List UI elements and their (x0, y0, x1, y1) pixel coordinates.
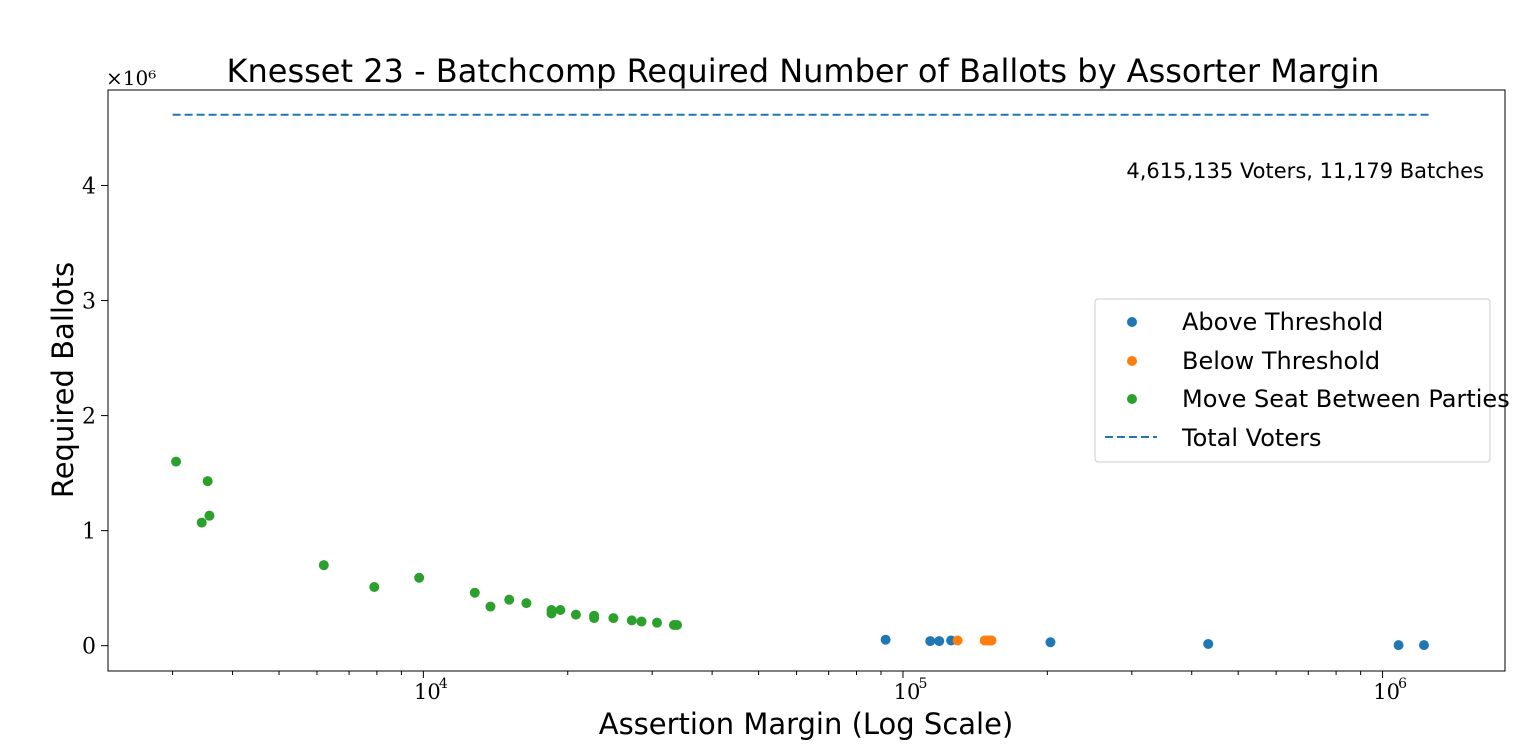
total-voters-annotation: 4,615,135 Voters, 11,179 Batches (1126, 159, 1484, 183)
x-axis-label: Assertion Margin (Log Scale) (599, 707, 1014, 741)
x-tick-label: 10 (894, 680, 921, 704)
point-move-seat-7 (469, 587, 480, 598)
point-move-seat-22 (672, 619, 683, 630)
x-tick-label: 10 (1373, 680, 1400, 704)
y-tick-label: 3 (82, 290, 96, 315)
point-move-seat-2 (202, 476, 213, 487)
point-move-seat-3 (204, 510, 215, 521)
y-tick-label: 0 (82, 635, 96, 660)
y-multiplier-label: ×10⁶ (106, 66, 156, 90)
legend: Above Threshold Below Threshold Move Sea… (1094, 298, 1510, 463)
y-tick-label: 4 (82, 174, 96, 199)
point-move-seat-18 (626, 615, 637, 626)
chart-title: Knesset 23 - Batchcomp Required Number o… (226, 52, 1379, 90)
point-move-seat-16 (589, 613, 600, 624)
data-points (171, 456, 1429, 651)
point-above-threshold-4 (1045, 637, 1056, 648)
point-move-seat-13 (555, 605, 566, 616)
y-tick-label: 1 (82, 520, 96, 545)
x-tick-exponent: 4 (439, 676, 448, 692)
point-move-seat-1 (196, 517, 207, 528)
point-move-seat-0 (171, 456, 182, 467)
legend-marker-move-seat (1127, 394, 1137, 404)
y-axis-ticks: 0 1 2 3 4 (82, 174, 108, 660)
x-tick-exponent: 6 (1398, 676, 1407, 692)
point-above-threshold-1 (925, 636, 936, 647)
x-tick-label: 10 (414, 680, 441, 704)
point-above-threshold-7 (1418, 640, 1429, 651)
legend-label-move-seat: Move Seat Between Parties (1182, 385, 1510, 413)
point-move-seat-10 (521, 598, 532, 609)
point-move-seat-20 (652, 617, 663, 628)
point-above-threshold-6 (1393, 640, 1404, 651)
point-below-threshold-0 (952, 635, 963, 646)
point-move-seat-8 (485, 601, 496, 612)
x-tick-exponent: 5 (919, 676, 928, 692)
point-move-seat-5 (369, 582, 380, 593)
point-move-seat-9 (504, 594, 515, 605)
point-below-threshold-5 (986, 635, 997, 646)
y-axis-label: Required Ballots (46, 262, 80, 498)
y-tick-label: 2 (82, 405, 96, 430)
legend-label-below-threshold: Below Threshold (1182, 347, 1380, 375)
legend-label-above-threshold: Above Threshold (1182, 308, 1383, 336)
point-above-threshold-2 (934, 636, 945, 647)
legend-box (1094, 298, 1491, 463)
point-move-seat-12 (546, 608, 557, 619)
x-axis-ticks: 104 105 106 (172, 671, 1407, 704)
point-move-seat-17 (608, 613, 619, 624)
point-move-seat-4 (318, 560, 329, 571)
point-move-seat-19 (636, 616, 647, 627)
point-above-threshold-0 (880, 634, 891, 645)
point-above-threshold-5 (1203, 638, 1214, 649)
legend-label-total-voters: Total Voters (1181, 424, 1321, 452)
legend-marker-above-threshold (1127, 317, 1137, 327)
legend-marker-below-threshold (1127, 356, 1137, 366)
point-move-seat-14 (570, 609, 581, 620)
plot-frame (107, 89, 1506, 672)
point-move-seat-6 (414, 572, 425, 583)
